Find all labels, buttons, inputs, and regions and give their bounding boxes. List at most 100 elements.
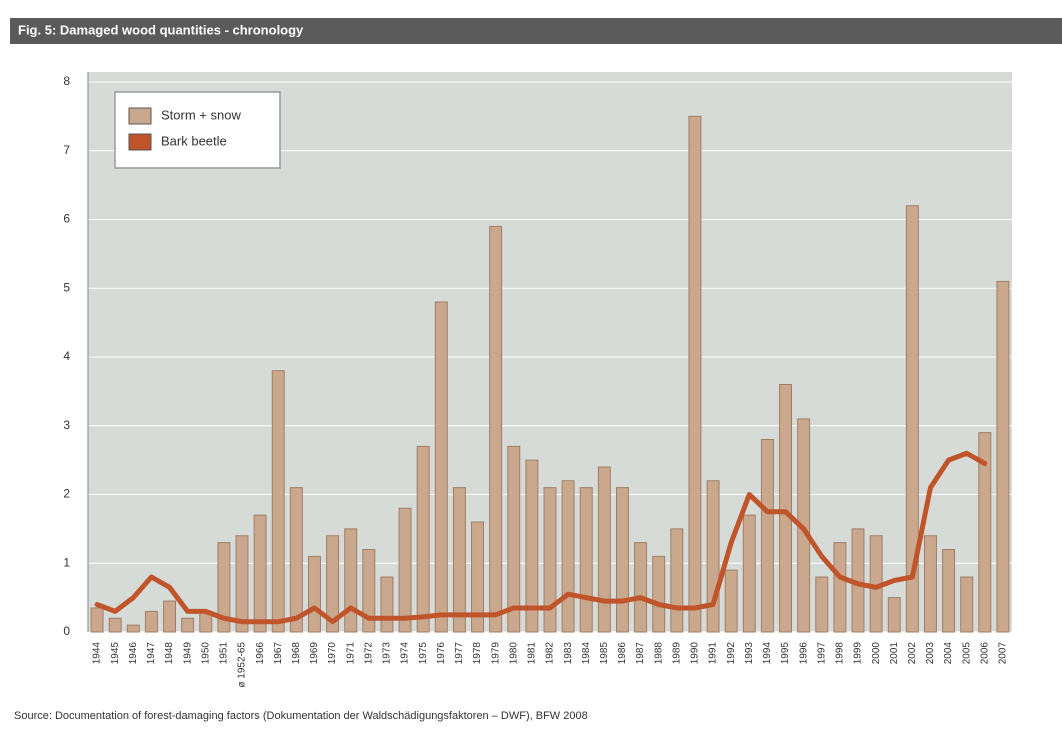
bar bbox=[996, 280, 1010, 633]
x-tick-label: 1986 bbox=[617, 642, 628, 665]
y-tick-label: 3 bbox=[63, 418, 70, 432]
bar bbox=[634, 542, 648, 633]
bar bbox=[905, 205, 919, 633]
bar bbox=[307, 555, 321, 633]
bar bbox=[126, 624, 140, 633]
bar bbox=[271, 370, 285, 633]
y-tick-label: 1 bbox=[63, 555, 70, 569]
x-tick-label: 1996 bbox=[798, 642, 809, 665]
bar bbox=[887, 597, 901, 633]
x-tick-label: 1974 bbox=[400, 642, 411, 665]
bar bbox=[688, 115, 702, 633]
x-tick-label: 1979 bbox=[490, 642, 501, 665]
bar bbox=[960, 576, 974, 633]
x-tick-label: 2000 bbox=[871, 642, 882, 665]
x-tick-label: 1951 bbox=[219, 642, 230, 665]
legend-swatch bbox=[128, 133, 152, 151]
x-tick-label: 1970 bbox=[327, 642, 338, 665]
bar bbox=[90, 607, 104, 633]
x-tick-label: ø 1952-65 bbox=[237, 642, 248, 688]
x-tick-label: 1990 bbox=[690, 642, 701, 665]
x-tick-label: 1946 bbox=[128, 642, 139, 665]
bar bbox=[507, 445, 521, 633]
bar bbox=[416, 445, 430, 633]
bar bbox=[108, 617, 122, 633]
legend-swatch bbox=[128, 107, 152, 125]
bar bbox=[452, 487, 466, 633]
chart-title: Fig. 5: Damaged wood quantities - chrono… bbox=[18, 22, 304, 37]
bar bbox=[163, 600, 177, 633]
x-tick-label: 1947 bbox=[146, 642, 157, 665]
x-tick-label: 1999 bbox=[853, 642, 864, 665]
title-bar bbox=[10, 18, 1062, 44]
bar bbox=[561, 480, 575, 633]
bar bbox=[815, 576, 829, 633]
y-tick-label: 0 bbox=[63, 624, 70, 638]
x-tick-label: 2007 bbox=[998, 642, 1009, 665]
x-tick-label: 1976 bbox=[436, 642, 447, 665]
bar bbox=[471, 521, 485, 633]
x-tick-label: 1971 bbox=[345, 642, 356, 665]
bar bbox=[579, 487, 593, 633]
x-tick-label: 1948 bbox=[164, 642, 175, 665]
line bbox=[94, 450, 988, 625]
x-tick-label: 1989 bbox=[671, 642, 682, 665]
x-tick-label: 1944 bbox=[92, 642, 103, 665]
x-tick-label: 1975 bbox=[418, 642, 429, 665]
legend-label: Storm + snow bbox=[161, 107, 241, 122]
x-tick-label: 1995 bbox=[780, 642, 791, 665]
x-tick-label: 1967 bbox=[273, 642, 284, 665]
bar bbox=[253, 514, 267, 633]
x-tick-label: 1983 bbox=[563, 642, 574, 665]
x-tick-label: 1978 bbox=[472, 642, 483, 665]
y-tick-label: 2 bbox=[63, 487, 70, 501]
x-tick-label: 2003 bbox=[925, 642, 936, 665]
x-tick-label: 2001 bbox=[889, 642, 900, 665]
y-tick-label: 6 bbox=[63, 212, 70, 226]
x-tick-label: 1977 bbox=[454, 642, 465, 665]
bar bbox=[543, 487, 557, 633]
bar bbox=[615, 487, 629, 633]
x-tick-label: 1980 bbox=[508, 642, 519, 665]
bar bbox=[362, 549, 376, 633]
bar bbox=[706, 480, 720, 633]
x-tick-label: 1981 bbox=[527, 642, 538, 665]
bar bbox=[978, 432, 992, 633]
y-tick-label: 4 bbox=[63, 349, 70, 363]
legend-label: Bark beetle bbox=[161, 133, 227, 148]
bar bbox=[742, 514, 756, 633]
bar bbox=[235, 535, 249, 633]
bar bbox=[289, 487, 303, 633]
x-tick-label: 1998 bbox=[835, 642, 846, 665]
x-tick-label: 1994 bbox=[762, 642, 773, 665]
bar bbox=[923, 535, 937, 633]
x-tick-label: 2002 bbox=[907, 642, 918, 665]
x-tick-label: 1992 bbox=[726, 642, 737, 665]
bar bbox=[833, 542, 847, 633]
x-tick-label: 2004 bbox=[943, 642, 954, 665]
bar bbox=[652, 555, 666, 633]
y-tick-label: 8 bbox=[63, 74, 70, 88]
x-tick-label: 2006 bbox=[979, 642, 990, 665]
x-tick-label: 1969 bbox=[309, 642, 320, 665]
bar bbox=[144, 610, 158, 633]
x-tick-label: 1973 bbox=[382, 642, 393, 665]
source-note: Source: Documentation of forest-damaging… bbox=[14, 710, 588, 722]
bar bbox=[326, 535, 340, 633]
y-tick-label: 7 bbox=[63, 143, 70, 157]
x-tick-label: 1949 bbox=[182, 642, 193, 665]
legend-box bbox=[114, 91, 281, 169]
x-tick-label: 1987 bbox=[635, 642, 646, 665]
bar bbox=[344, 528, 358, 633]
x-tick-label: 1945 bbox=[110, 642, 121, 665]
x-tick-label: 1966 bbox=[255, 642, 266, 665]
x-tick-label: 1993 bbox=[744, 642, 755, 665]
bar bbox=[380, 576, 394, 633]
bar bbox=[181, 617, 195, 633]
x-tick-label: 1997 bbox=[816, 642, 827, 665]
bar bbox=[779, 384, 793, 633]
x-tick-label: 2005 bbox=[961, 642, 972, 665]
y-tick-label: 5 bbox=[63, 280, 70, 294]
x-tick-label: 1985 bbox=[599, 642, 610, 665]
